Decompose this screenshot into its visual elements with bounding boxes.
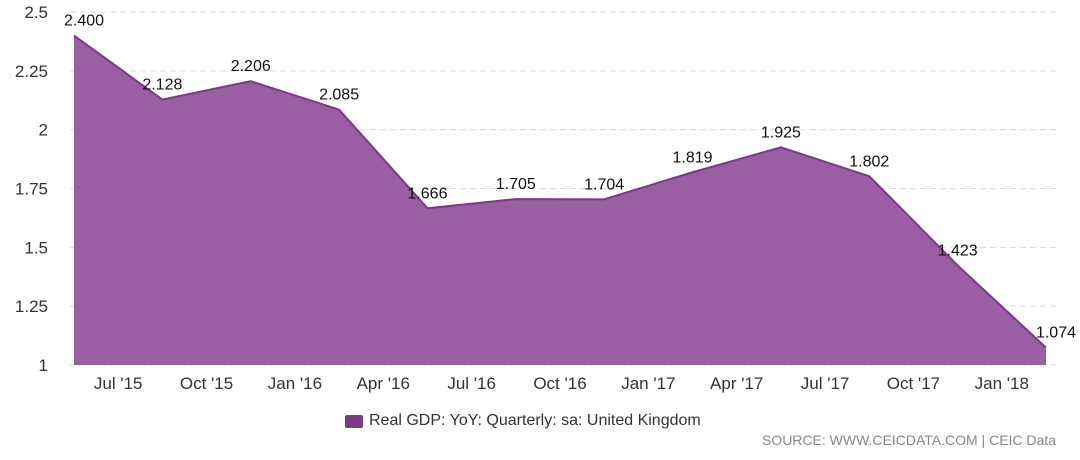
data-label: 1.705 bbox=[496, 176, 536, 193]
y-axis-ticks: 1 1.25 1.5 1.75 2 2.25 2.5 bbox=[15, 3, 48, 375]
x-tick-label: Jul '16 bbox=[447, 374, 496, 393]
x-tick-label: Jan '16 bbox=[268, 374, 322, 393]
data-label: 2.128 bbox=[142, 77, 182, 94]
y-tick-label: 2.5 bbox=[24, 3, 48, 22]
area-series bbox=[73, 34, 1047, 366]
x-tick-label: Jul '17 bbox=[801, 374, 850, 393]
y-tick-label: 1.75 bbox=[15, 180, 48, 199]
x-tick-label: Oct '16 bbox=[533, 374, 586, 393]
y-tick-label: 2 bbox=[39, 121, 48, 140]
chart: 1 1.25 1.5 1.75 2 2.25 2.5 Jul '15 Oct '15 Jan '… bbox=[15, 3, 1076, 393]
data-label: 2.085 bbox=[319, 87, 359, 104]
x-tick-label: Jan '17 bbox=[621, 374, 675, 393]
y-tick-label: 1.25 bbox=[15, 297, 48, 316]
x-tick-label: Oct '15 bbox=[180, 374, 233, 393]
y-tick-label: 2.25 bbox=[15, 62, 48, 81]
x-tick-label: Jan '18 bbox=[975, 374, 1029, 393]
x-axis-ticks: Jul '15 Oct '15 Jan '16 Apr '16 Jul '16 Oct '… bbox=[94, 374, 1029, 393]
data-labels: 2.400 2.128 2.206 2.085 1.666 1.705 1.704 1.819… bbox=[64, 13, 1076, 342]
x-tick-label: Apr '16 bbox=[357, 374, 410, 393]
legend[interactable]: Real GDP: YoY: Quarterly: sa: United Kin… bbox=[345, 412, 701, 430]
series-line bbox=[73, 34, 1047, 349]
y-tick-label: 1 bbox=[39, 356, 48, 375]
data-label: 1.819 bbox=[673, 149, 713, 166]
legend-swatch bbox=[345, 414, 363, 428]
data-label: 1.423 bbox=[938, 242, 978, 259]
data-label: 2.400 bbox=[64, 13, 104, 30]
data-label: 1.802 bbox=[849, 153, 889, 170]
data-label: 1.666 bbox=[407, 185, 447, 202]
x-tick-label: Apr '17 bbox=[710, 374, 763, 393]
data-label: 1.074 bbox=[1036, 325, 1076, 342]
legend-label: Real GDP: YoY: Quarterly: sa: United Kin… bbox=[369, 412, 701, 429]
data-label: 2.206 bbox=[231, 58, 271, 75]
x-tick-label: Jul '15 bbox=[94, 374, 143, 393]
y-tick-label: 1.5 bbox=[24, 238, 48, 257]
data-label: 1.704 bbox=[584, 176, 624, 193]
source-credit: SOURCE: WWW.CEICDATA.COM | CEIC Data bbox=[761, 432, 1056, 448]
x-tick-label: Oct '17 bbox=[887, 374, 940, 393]
data-label: 1.925 bbox=[761, 124, 801, 141]
area-fill bbox=[74, 35, 1046, 366]
